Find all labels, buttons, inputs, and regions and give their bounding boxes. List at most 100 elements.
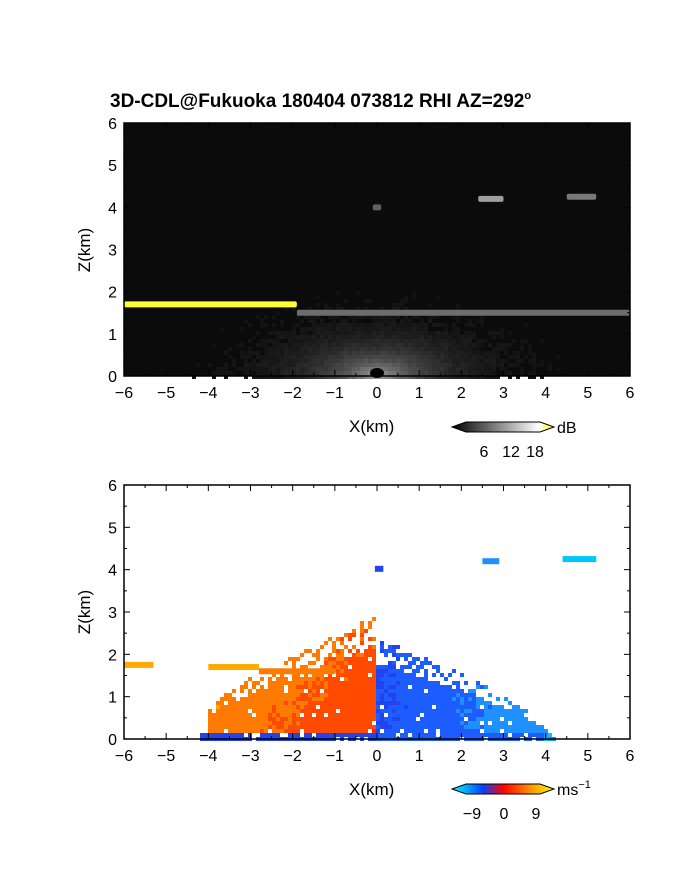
heatmap-cell	[420, 725, 424, 729]
heatmap-cell	[224, 363, 228, 367]
heatmap-cell	[500, 359, 504, 363]
heatmap-cell	[324, 721, 328, 725]
heatmap-cell	[272, 375, 276, 379]
heatmap-cell	[432, 697, 436, 701]
heatmap-cell	[288, 375, 292, 379]
heatmap-cell	[256, 371, 260, 375]
heatmap-cell	[276, 367, 280, 371]
heatmap-cell	[380, 681, 384, 685]
heatmap-cell	[500, 733, 504, 737]
heatmap-cell	[340, 693, 344, 697]
heatmap-cell	[272, 315, 276, 319]
heatmap-cell	[464, 705, 468, 709]
heatmap-cell	[452, 359, 456, 363]
heatmap-cell	[292, 693, 296, 697]
heatmap-cell	[484, 709, 488, 713]
heatmap-cell	[312, 343, 316, 347]
heatmap-cell	[256, 709, 260, 713]
heatmap-cell	[452, 327, 456, 331]
heatmap-cell	[240, 725, 244, 729]
heatmap-cell	[468, 355, 472, 359]
heatmap-cell	[228, 729, 232, 733]
heatmap-cell	[372, 657, 376, 661]
heatmap-cell	[320, 677, 324, 681]
heatmap-cell	[380, 645, 384, 649]
x-tick-label: 5	[583, 748, 592, 765]
heatmap-cell	[320, 367, 324, 371]
heatmap-cell	[264, 725, 268, 729]
heatmap-cell	[484, 717, 488, 721]
heatmap-cell	[280, 701, 284, 705]
heatmap-cell	[444, 701, 448, 705]
heatmap-cell	[352, 331, 356, 335]
heatmap-cell	[364, 669, 368, 673]
heatmap-cell	[456, 693, 460, 697]
heatmap-cell	[344, 367, 348, 371]
heatmap-cell	[380, 367, 384, 371]
heatmap-cell	[352, 339, 356, 343]
heatmap-cell	[372, 343, 376, 347]
heatmap-cell	[292, 323, 296, 327]
heatmap-cell	[280, 347, 284, 351]
heatmap-cell	[444, 685, 448, 689]
heatmap-cell	[364, 299, 368, 303]
heatmap-cell	[312, 677, 316, 681]
heatmap-cell	[544, 729, 548, 733]
heatmap-cell	[216, 717, 220, 721]
heatmap-cell	[240, 367, 244, 371]
heatmap-cell	[368, 339, 372, 343]
heatmap-cell	[492, 717, 496, 721]
heatmap-cell	[256, 717, 260, 721]
heatmap-cell	[456, 303, 460, 307]
heatmap-cell	[396, 307, 400, 311]
heatmap-cell	[416, 685, 420, 689]
heatmap-cell	[388, 363, 392, 367]
heatmap-cell	[324, 725, 328, 729]
heatmap-cell	[296, 351, 300, 355]
heatmap-cell	[340, 657, 344, 661]
heatmap-cell	[336, 375, 340, 379]
heatmap-cell	[428, 367, 432, 371]
heatmap-cell	[428, 347, 432, 351]
heatmap-cell	[352, 375, 356, 379]
heatmap-cell	[416, 669, 420, 673]
heatmap-cell	[304, 733, 308, 737]
heatmap-cell	[472, 371, 476, 375]
heatmap-cell	[264, 697, 268, 701]
velocity-colorbar: ms−1 −9 0 9	[450, 779, 591, 823]
heatmap-cell	[220, 371, 224, 375]
heatmap-cell	[208, 363, 212, 367]
heatmap-cell	[392, 327, 396, 331]
heatmap-cell	[372, 347, 376, 351]
heatmap-cell	[260, 721, 264, 725]
heatmap-cell	[324, 641, 328, 645]
heatmap-cell	[400, 327, 404, 331]
heatmap-cell	[444, 713, 448, 717]
heatmap-cell	[432, 673, 436, 677]
heatmap-cell	[352, 363, 356, 367]
heatmap-cell	[320, 645, 324, 649]
heatmap-cell	[372, 355, 376, 359]
feature-layer	[124, 301, 297, 308]
heatmap-cell	[360, 693, 364, 697]
heatmap-cell	[232, 733, 236, 737]
heatmap-cell	[464, 701, 468, 705]
heatmap-cell	[292, 657, 296, 661]
heatmap-cell	[488, 367, 492, 371]
heatmap-cell	[316, 729, 320, 733]
heatmap-cell	[368, 661, 372, 665]
heatmap-cell	[284, 709, 288, 713]
heatmap-cell	[472, 709, 476, 713]
heatmap-cell	[420, 367, 424, 371]
heatmap-cell	[408, 697, 412, 701]
heatmap-cell	[396, 653, 400, 657]
heatmap-cell	[436, 665, 440, 669]
heatmap-cell	[412, 331, 416, 335]
heatmap-cell	[384, 733, 388, 737]
heatmap-cell	[280, 375, 284, 379]
heatmap-cell	[324, 677, 328, 681]
heatmap-cell	[360, 725, 364, 729]
heatmap-cell	[372, 725, 376, 729]
heatmap-cell	[404, 359, 408, 363]
heatmap-cell	[344, 327, 348, 331]
